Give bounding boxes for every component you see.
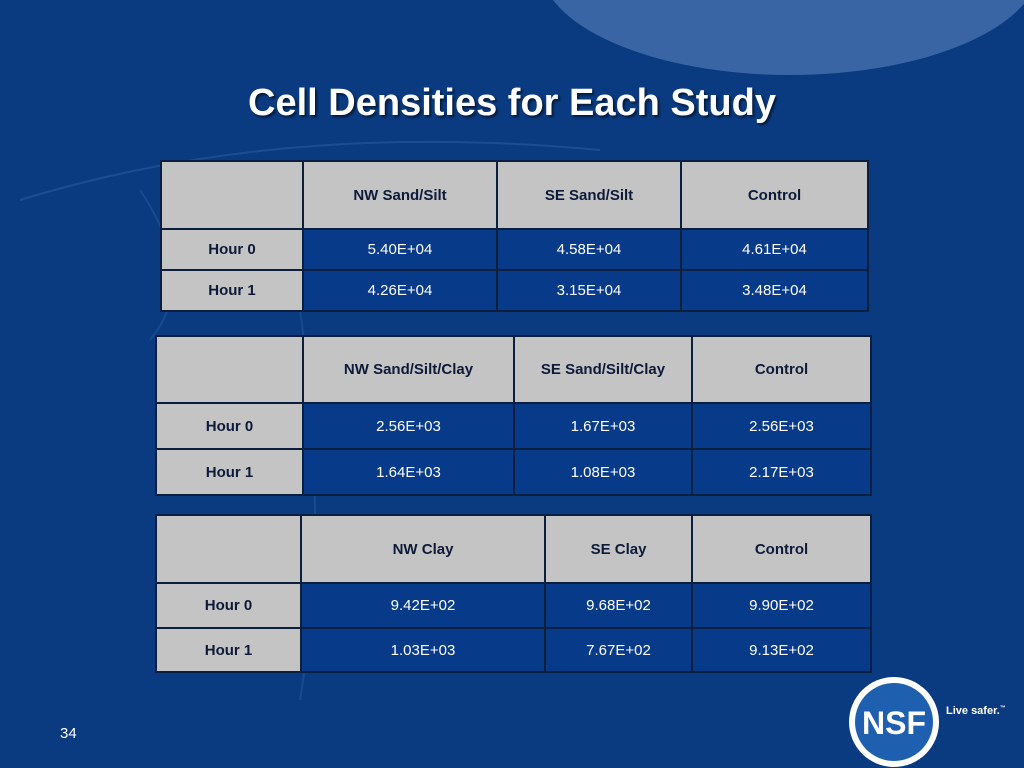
row-label: Hour 1: [160, 269, 304, 312]
row-label: Hour 0: [155, 402, 304, 450]
table-header-cell: NW Clay: [300, 514, 546, 584]
row-label: Hour 0: [155, 582, 302, 629]
table-header-cell: SE Sand/Silt: [496, 160, 682, 230]
table-header-row: NW Sand/Silt/Clay SE Sand/Silt/Clay Cont…: [155, 335, 872, 404]
table-header-cell: Control: [680, 160, 869, 230]
table-header-cell: [155, 335, 304, 404]
tagline: Live safer.™: [946, 705, 1006, 717]
table-cell: 2.56E+03: [302, 402, 515, 450]
table-cell: 1.08E+03: [513, 448, 693, 496]
table-cell: 4.58E+04: [496, 228, 682, 271]
data-table-clay: NW Clay SE Clay Control Hour 0 9.42E+02 …: [155, 514, 872, 673]
table-row: Hour 0 2.56E+03 1.67E+03 2.56E+03: [155, 402, 872, 450]
table-cell: 1.64E+03: [302, 448, 515, 496]
table-cell: 9.42E+02: [300, 582, 546, 629]
table-row: Hour 0 9.42E+02 9.68E+02 9.90E+02: [155, 582, 872, 629]
row-label: Hour 1: [155, 448, 304, 496]
page-number: 34: [60, 725, 77, 742]
table-header-cell: Control: [691, 514, 872, 584]
table-header-cell: NW Sand/Silt/Clay: [302, 335, 515, 404]
table-header-row: NW Sand/Silt SE Sand/Silt Control: [160, 160, 869, 230]
table-row: Hour 0 5.40E+04 4.58E+04 4.61E+04: [160, 228, 869, 271]
table-cell: 9.13E+02: [691, 627, 872, 673]
row-label: Hour 0: [160, 228, 304, 271]
table-cell: 1.67E+03: [513, 402, 693, 450]
table-header-row: NW Clay SE Clay Control: [155, 514, 872, 584]
table-row: Hour 1 1.03E+03 7.67E+02 9.13E+02: [155, 627, 872, 673]
table-cell: 1.03E+03: [300, 627, 546, 673]
table-cell: 3.15E+04: [496, 269, 682, 312]
table-header-cell: Control: [691, 335, 872, 404]
table-row: Hour 1 1.64E+03 1.08E+03 2.17E+03: [155, 448, 872, 496]
table-cell: 2.17E+03: [691, 448, 872, 496]
table-cell: 4.61E+04: [680, 228, 869, 271]
row-label: Hour 1: [155, 627, 302, 673]
table-cell: 9.68E+02: [544, 582, 693, 629]
table-header-cell: SE Sand/Silt/Clay: [513, 335, 693, 404]
table-row: Hour 1 4.26E+04 3.15E+04 3.48E+04: [160, 269, 869, 312]
table-header-cell: [155, 514, 302, 584]
nsf-logo: NSF: [849, 677, 939, 767]
slide-title: Cell Densities for Each Study: [248, 82, 776, 124]
data-table-sand-silt: NW Sand/Silt SE Sand/Silt Control Hour 0…: [160, 160, 869, 312]
table-cell: 9.90E+02: [691, 582, 872, 629]
table-cell: 7.67E+02: [544, 627, 693, 673]
trademark-mark: ™: [999, 705, 1006, 712]
table-cell: 5.40E+04: [302, 228, 498, 271]
table-cell: 2.56E+03: [691, 402, 872, 450]
data-table-sand-silt-clay: NW Sand/Silt/Clay SE Sand/Silt/Clay Cont…: [155, 335, 872, 496]
table-cell: 4.26E+04: [302, 269, 498, 312]
table-header-cell: NW Sand/Silt: [302, 160, 498, 230]
logo-text: NSF: [862, 705, 926, 741]
table-cell: 3.48E+04: [680, 269, 869, 312]
tagline-text: Live safer.: [946, 705, 1000, 717]
table-header-cell: [160, 160, 304, 230]
table-header-cell: SE Clay: [544, 514, 693, 584]
